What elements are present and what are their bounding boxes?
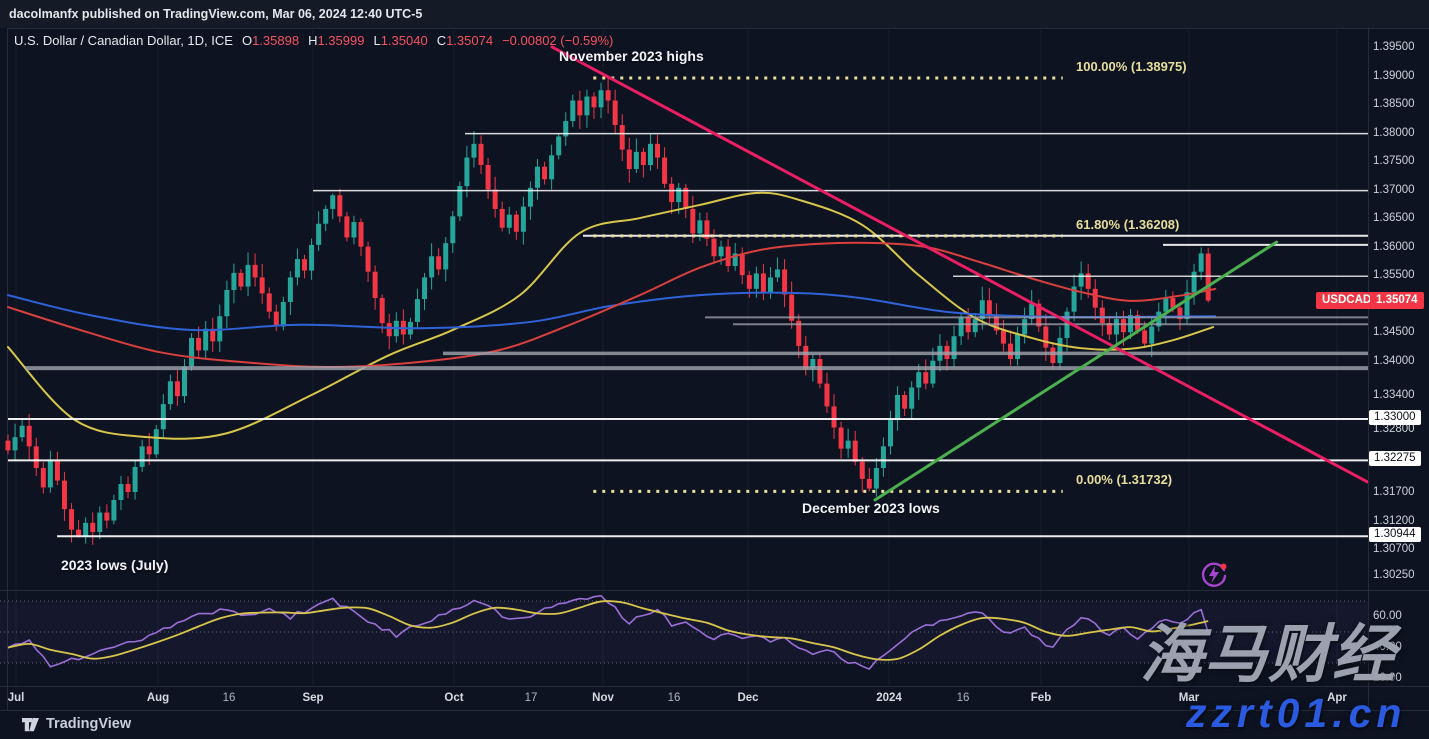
attribution-text: dacolmanfx published on TradingView.com,… xyxy=(9,7,423,21)
symbol-title: U.S. Dollar / Canadian Dollar, 1D, ICE xyxy=(14,33,233,48)
attribution-bar: dacolmanfx published on TradingView.com,… xyxy=(0,0,1429,28)
price-tick: 1.30250 xyxy=(1373,568,1415,581)
chart-annotation: December 2023 lows xyxy=(802,500,940,516)
time-tick: Oct xyxy=(444,692,464,704)
time-tick: Mar xyxy=(1178,692,1200,704)
legend-ohlc: O1.35898 H1.35999 L1.35040 C1.35074 xyxy=(233,33,493,48)
legend-ohlc-value: 1.35999 xyxy=(317,33,365,48)
legend-ohlc-value: 1.35074 xyxy=(446,33,494,48)
legend-ohlc-key: H xyxy=(308,33,318,48)
watermark-cn-text: 海马财经 xyxy=(1140,620,1396,690)
tradingview-brand-link[interactable]: TradingView xyxy=(46,716,132,732)
price-tick: 1.31700 xyxy=(1373,486,1415,499)
notification-dot xyxy=(1220,563,1227,570)
legend-ohlc-key: C xyxy=(436,33,447,48)
flash-ring xyxy=(1201,562,1227,587)
symbol-tag-text: USDCAD xyxy=(1322,293,1372,306)
watermark-url-text: zzrt01.cn xyxy=(1186,690,1407,736)
price-tick: 1.30700 xyxy=(1373,543,1415,556)
rsi-tick: 40.00 xyxy=(1373,640,1402,653)
legend-ohlc-key: L xyxy=(373,33,381,48)
price-tick: 1.38000 xyxy=(1373,126,1415,139)
rsi-tick: 20.00 xyxy=(1373,671,1402,684)
legend-ohlc-key: O xyxy=(241,33,253,48)
time-tick: 16 xyxy=(667,692,681,704)
level-price-tag: 1.30944 xyxy=(1369,527,1421,543)
time-tick: Dec xyxy=(737,692,759,704)
main-chart-surface[interactable] xyxy=(7,28,1368,591)
rsi-tick: 60.00 xyxy=(1373,609,1402,622)
level-price-tag: 1.32275 xyxy=(1369,451,1421,467)
fib-label: 61.80% (1.36208) xyxy=(1076,216,1180,232)
price-tick: 1.36500 xyxy=(1373,212,1415,225)
legend-ohlc-value: 1.35040 xyxy=(380,33,428,48)
chart-annotation: 2023 lows (July) xyxy=(61,557,169,573)
time-tick: 16 xyxy=(222,692,236,704)
legend-change: −0.00802 (−0.59%) xyxy=(502,33,614,48)
price-tag-text: 1.35074 xyxy=(1376,293,1418,306)
lightning-bolt-icon xyxy=(1209,566,1219,583)
price-tick: 1.35500 xyxy=(1373,269,1415,282)
time-tick: Apr xyxy=(1327,692,1347,704)
legend-ohlc-value: 1.35898 xyxy=(252,33,300,48)
price-tick: 1.37000 xyxy=(1373,183,1415,196)
price-tick: 1.37500 xyxy=(1373,155,1415,168)
price-tick: 1.32800 xyxy=(1373,423,1415,436)
price-tick: 1.31200 xyxy=(1373,514,1415,527)
price-tick: 1.38500 xyxy=(1373,98,1415,111)
chart-annotation: November 2023 highs xyxy=(559,48,704,64)
symbol-price-tag: USDCAD xyxy=(1316,291,1378,309)
time-tick: 17 xyxy=(524,692,538,704)
time-tick: 2024 xyxy=(876,692,902,704)
price-tick: 1.36000 xyxy=(1373,240,1415,253)
fib-label: 0.00% (1.31732) xyxy=(1076,472,1173,488)
time-tick: 16 xyxy=(956,692,970,704)
time-tick: Sep xyxy=(302,692,324,704)
price-tick: 1.39000 xyxy=(1373,69,1415,82)
time-tick: Jul xyxy=(7,692,25,704)
level-price-tag: 1.33000 xyxy=(1369,409,1421,425)
price-tick: 1.34000 xyxy=(1373,354,1415,367)
flash-ideas-button[interactable] xyxy=(1198,558,1230,590)
price-tick: 1.34500 xyxy=(1373,326,1415,339)
time-tick: Nov xyxy=(592,692,614,704)
footer-bar xyxy=(0,710,1429,739)
tradingview-logo-icon[interactable] xyxy=(21,715,40,734)
time-tick: Aug xyxy=(146,692,170,704)
symbol-legend[interactable]: U.S. Dollar / Canadian Dollar, 1D, ICE O1… xyxy=(14,33,613,48)
time-tick: Feb xyxy=(1030,692,1052,704)
fib-label: 100.00% (1.38975) xyxy=(1076,58,1187,74)
price-tick: 1.33400 xyxy=(1373,389,1415,402)
current-price-tag: 1.35074 xyxy=(1370,291,1424,309)
price-tick: 1.39500 xyxy=(1373,41,1415,53)
